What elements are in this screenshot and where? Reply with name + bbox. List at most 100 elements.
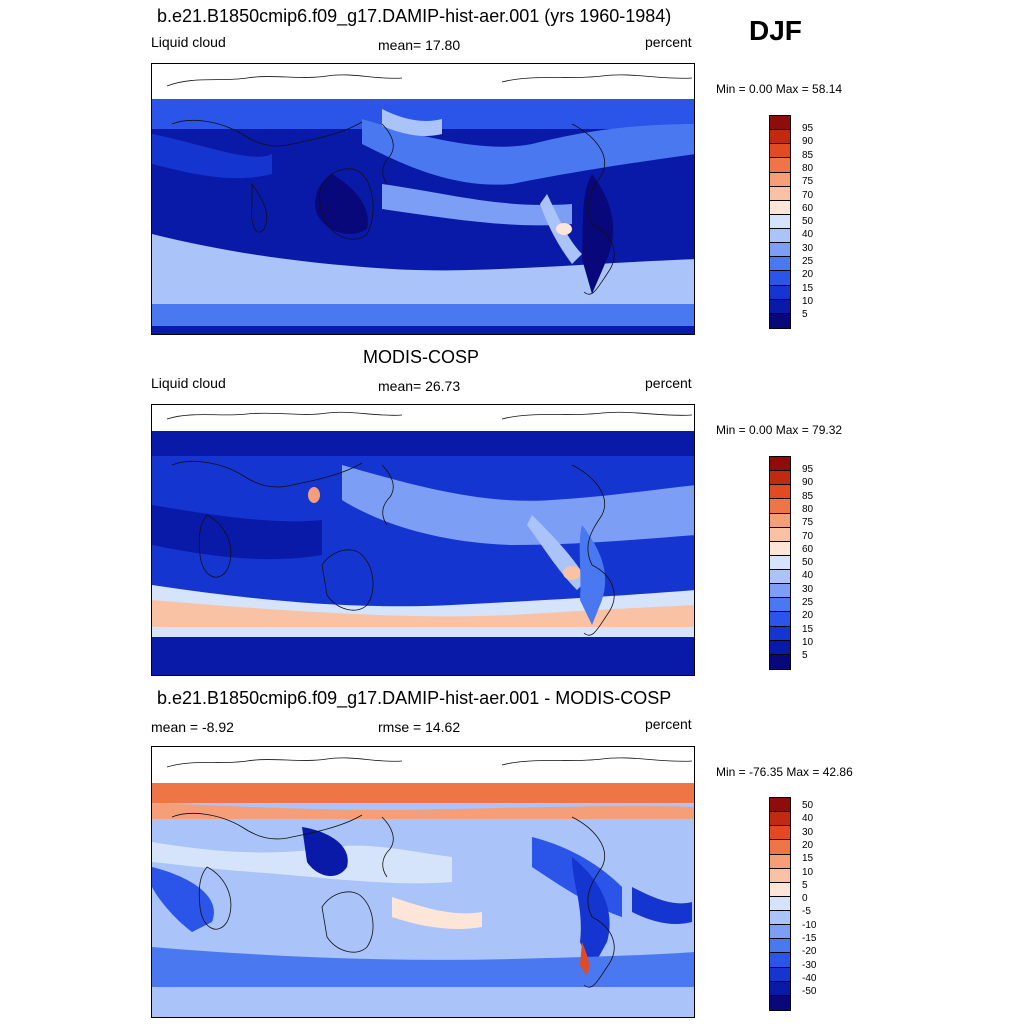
colorbar-swatch (770, 626, 790, 641)
colorbar-tick-label: 95 (802, 123, 814, 134)
colorbar-tick-label: -30 (802, 959, 817, 971)
colorbar-swatch (770, 527, 790, 542)
colorbar-tick-label: 5 (802, 309, 808, 321)
colorbar-tick-label: 25 (802, 256, 814, 267)
colorbar-swatch (770, 840, 790, 855)
colorbar-tick-label: 90 (802, 477, 814, 489)
panel-1-map (151, 63, 695, 335)
colorbar-swatch (770, 499, 790, 514)
colorbar-swatch (770, 640, 790, 655)
colorbar-tick-label: 50 (802, 557, 814, 569)
colorbar-tick-label: 30 (802, 242, 814, 254)
colorbar-tick-label: 40 (802, 229, 814, 241)
colorbar-tick-label: -20 (802, 946, 817, 958)
panel-2-title: MODIS-COSP (363, 347, 480, 367)
colorbar-tick-label: 5 (802, 650, 808, 662)
colorbar-tick-label: 30 (802, 583, 814, 595)
panel-1-variable-label: Liquid cloud (151, 34, 226, 50)
panel-1-units-label: percent (645, 34, 692, 50)
colorbar-tick-label: 50 (802, 216, 814, 228)
panel-2-mean-label: mean= 26.73 (378, 378, 461, 394)
panel-3-map (151, 746, 695, 1018)
season-label: DJF (749, 15, 802, 46)
colorbar-tick-label: 80 (802, 162, 814, 174)
colorbar-swatch (770, 116, 790, 131)
colorbar-swatch (770, 882, 790, 897)
colorbar-tick-label: -40 (802, 972, 817, 984)
panel-2-map (151, 404, 695, 676)
colorbar-swatch (770, 812, 790, 827)
colorbar-tick-label: 85 (802, 149, 814, 161)
panel-3-units-label: percent (645, 716, 692, 732)
panel-3-mean-label: mean = -8.92 (151, 719, 234, 735)
panel-1-mean-label: mean= 17.80 (378, 37, 461, 53)
colorbar-tick-label: -50 (802, 986, 817, 998)
colorbar-tick-label: 10 (802, 636, 814, 648)
colorbar-tick-label: 60 (802, 202, 814, 214)
colorbar-swatch (770, 271, 790, 286)
colorbar-tick-label: -15 (802, 933, 817, 944)
colorbar-swatch (770, 457, 790, 472)
panel-2-units-label: percent (645, 375, 692, 391)
panel-3-minmax: Min = -76.35 Max = 42.86 (716, 765, 853, 779)
panel-1-minmax: Min = 0.00 Max = 58.14 (716, 82, 843, 96)
colorbar-swatch (770, 911, 790, 926)
colorbar-swatch (770, 299, 790, 314)
colorbar-swatch (770, 158, 790, 173)
colorbar-tick-label: 20 (802, 610, 814, 622)
colorbar-tick-label: 0 (802, 893, 808, 905)
panel-1-title: b.e21.B1850cmip6.f09_g17.DAMIP-hist-aer.… (157, 6, 672, 26)
colorbar-tick-label: 70 (802, 189, 814, 201)
colorbar-tick-label: 5 (802, 879, 808, 891)
colorbar-swatch (770, 471, 790, 486)
colorbar-swatch (770, 485, 790, 500)
colorbar-swatch (770, 939, 790, 954)
colorbar-tick-label: -10 (802, 919, 817, 931)
colorbar-tick-label: 20 (802, 839, 814, 851)
colorbar-tick-label: 15 (802, 282, 814, 294)
panel-2-variable-label: Liquid cloud (151, 375, 226, 391)
colorbar-swatch (770, 925, 790, 940)
colorbar-tick-label: 25 (802, 597, 814, 608)
colorbar-swatch (770, 798, 790, 813)
colorbar-swatch (770, 229, 790, 244)
colorbar-tick-label: 10 (802, 866, 814, 878)
colorbar-swatch (770, 995, 790, 1010)
colorbar-swatch (770, 612, 790, 627)
colorbar-tick-label: 10 (802, 295, 814, 307)
colorbar-tick-label: 75 (802, 176, 814, 188)
colorbar-swatch (770, 953, 790, 968)
colorbar-tick-label: 60 (802, 543, 814, 555)
colorbar-swatch (770, 896, 790, 911)
colorbar-swatch (770, 654, 790, 669)
panel-1-colorbar (769, 115, 791, 329)
colorbar-swatch (770, 144, 790, 159)
panel-3-rmse-label: rmse = 14.62 (378, 719, 461, 735)
colorbar-swatch (770, 186, 790, 201)
colorbar-swatch (770, 570, 790, 585)
colorbar-tick-label: -5 (802, 906, 811, 918)
colorbar-tick-label: 15 (802, 623, 814, 635)
colorbar-swatch (770, 584, 790, 599)
colorbar-tick-label: 85 (802, 490, 814, 502)
colorbar-tick-label: 75 (802, 517, 814, 529)
colorbar-swatch (770, 172, 790, 187)
colorbar-swatch (770, 598, 790, 613)
colorbar-swatch (770, 555, 790, 570)
colorbar-tick-label: 40 (802, 813, 814, 825)
colorbar-swatch (770, 285, 790, 300)
colorbar-tick-label: 50 (802, 800, 814, 811)
colorbar-swatch (770, 313, 790, 328)
colorbar-tick-label: 70 (802, 530, 814, 542)
panel-3-colorbar (769, 797, 791, 1011)
colorbar-swatch (770, 513, 790, 528)
colorbar-swatch (770, 981, 790, 996)
colorbar-swatch (770, 967, 790, 982)
colorbar-tick-label: 40 (802, 570, 814, 582)
colorbar-swatch (770, 214, 790, 229)
colorbar-swatch (770, 130, 790, 145)
colorbar-tick-label: 95 (802, 464, 814, 475)
colorbar-swatch (770, 541, 790, 556)
colorbar-swatch (770, 243, 790, 258)
colorbar-swatch (770, 868, 790, 883)
